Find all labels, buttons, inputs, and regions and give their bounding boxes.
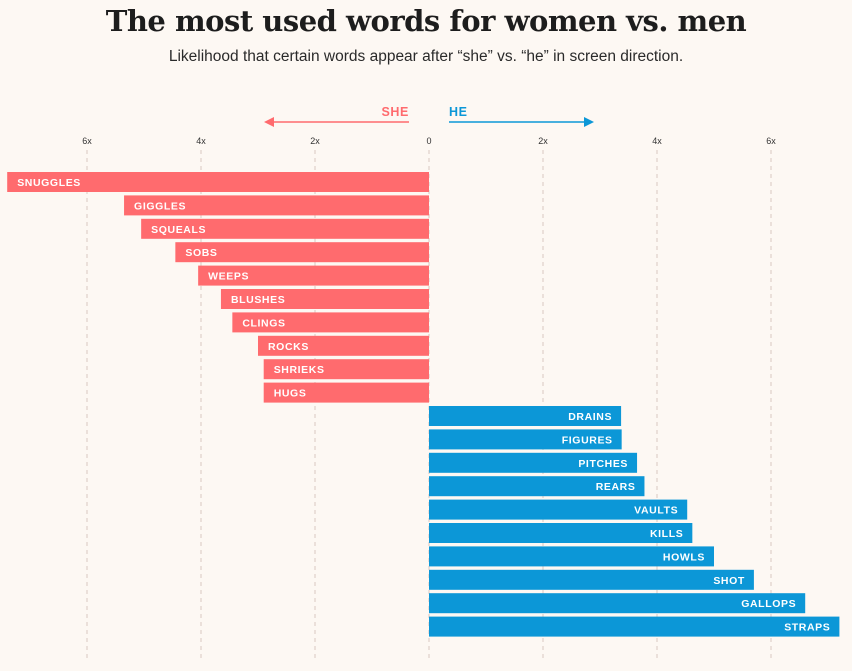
bar-label-howls: HOWLS — [663, 551, 705, 563]
bar-label-figures: FIGURES — [562, 434, 613, 446]
bar-rocks — [258, 335, 429, 356]
bar-weeps — [198, 265, 429, 286]
bar-label-rocks: ROCKS — [268, 341, 309, 353]
bar-shot — [429, 569, 754, 590]
bar-blushes — [220, 289, 429, 309]
x-tick-label: 2x — [310, 136, 320, 146]
bar-label-giggles: GIGGLES — [134, 200, 186, 212]
bar-giggles — [124, 195, 430, 216]
he-direction-label: HE — [449, 105, 468, 119]
bar-sobs — [175, 242, 429, 263]
x-tick-label: 4x — [652, 136, 662, 146]
bar-label-blushes: BLUSHES — [231, 294, 285, 306]
direction-indicator: SHE HE — [264, 105, 594, 127]
x-tick-label: 2x — [538, 136, 548, 146]
bar-vaults — [429, 499, 688, 520]
bar-figures — [429, 429, 622, 450]
bar-drains — [429, 406, 622, 426]
bar-label-sobs: SOBS — [185, 247, 217, 259]
x-tick-label: 6x — [766, 136, 776, 146]
left-arrow-icon — [264, 117, 274, 127]
chart-title: The most used words for women vs. men — [105, 4, 747, 38]
bar-straps — [429, 616, 840, 637]
bar-label-gallops: GALLOPS — [741, 598, 796, 610]
bar-rears — [429, 476, 645, 497]
bar-clings — [232, 312, 429, 333]
bar-squeals — [141, 218, 429, 239]
x-tick-label: 4x — [196, 136, 206, 146]
x-tick-label: 0 — [426, 136, 431, 146]
bars: SNUGGLES GIGGLES SQUEALS SOBS WEEPS BLUSHES CL… — [7, 172, 840, 637]
bar-label-pitches: PITCHES — [578, 458, 628, 470]
bar-gallops — [429, 593, 806, 614]
chart-subtitle: Likelihood that certain words appear aft… — [168, 48, 684, 65]
bar-label-snuggles: SNUGGLES — [17, 177, 81, 189]
bar-howls — [429, 546, 714, 567]
bar-label-rears: REARS — [596, 481, 636, 493]
bar-label-clings: CLINGS — [242, 317, 285, 329]
bar-shrieks — [263, 359, 429, 380]
bar-label-shrieks: SHRIEKS — [274, 364, 325, 376]
x-axis-ticks: 6x 4x 2x 0 2x 4x 6x — [82, 136, 776, 146]
bar-label-weeps: WEEPS — [208, 271, 249, 283]
bar-label-vaults: VAULTS — [634, 505, 678, 517]
bar-label-squeals: SQUEALS — [151, 224, 206, 236]
right-arrow-icon — [584, 117, 594, 127]
bar-snuggles — [7, 172, 429, 192]
bar-label-kills: KILLS — [650, 528, 683, 540]
bar-label-straps: STRAPS — [784, 622, 830, 634]
bar-kills — [429, 523, 693, 543]
bar-label-hugs: HUGS — [274, 388, 307, 400]
bar-hugs — [263, 382, 429, 403]
bar-label-shot: SHOT — [713, 575, 745, 587]
she-direction-label: SHE — [381, 105, 409, 119]
bar-pitches — [429, 452, 638, 473]
bar-label-drains: DRAINS — [568, 411, 612, 423]
x-tick-label: 6x — [82, 136, 92, 146]
